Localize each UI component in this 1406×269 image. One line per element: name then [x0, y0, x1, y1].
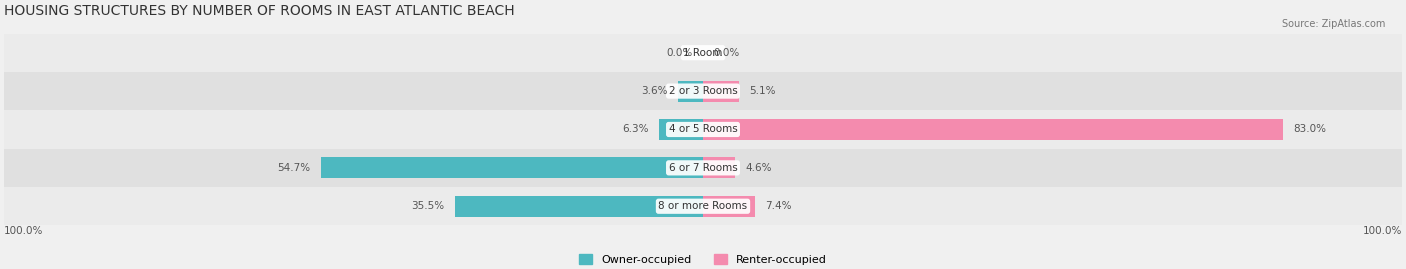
Bar — [659, 119, 703, 140]
Text: Source: ZipAtlas.com: Source: ZipAtlas.com — [1281, 19, 1385, 29]
Text: 4.6%: 4.6% — [745, 163, 772, 173]
Text: 7.4%: 7.4% — [765, 201, 792, 211]
Text: 35.5%: 35.5% — [412, 201, 444, 211]
Text: 6.3%: 6.3% — [621, 125, 648, 134]
Text: 4 or 5 Rooms: 4 or 5 Rooms — [669, 125, 737, 134]
Text: 8 or more Rooms: 8 or more Rooms — [658, 201, 748, 211]
Text: 0.0%: 0.0% — [666, 48, 693, 58]
Bar — [321, 157, 703, 178]
Text: 1 Room: 1 Room — [683, 48, 723, 58]
Bar — [678, 80, 703, 102]
Bar — [4, 149, 1402, 187]
Bar — [456, 196, 703, 217]
Text: 5.1%: 5.1% — [749, 86, 776, 96]
Bar — [703, 119, 1284, 140]
Text: 3.6%: 3.6% — [641, 86, 668, 96]
Text: 6 or 7 Rooms: 6 or 7 Rooms — [669, 163, 737, 173]
Text: 83.0%: 83.0% — [1294, 125, 1326, 134]
Bar — [4, 72, 1402, 110]
Text: 0.0%: 0.0% — [713, 48, 740, 58]
Bar — [4, 187, 1402, 225]
Text: 100.0%: 100.0% — [1362, 226, 1402, 236]
Text: 54.7%: 54.7% — [277, 163, 311, 173]
Bar — [4, 110, 1402, 149]
Legend: Owner-occupied, Renter-occupied: Owner-occupied, Renter-occupied — [579, 254, 827, 265]
Bar — [4, 34, 1402, 72]
Text: 2 or 3 Rooms: 2 or 3 Rooms — [669, 86, 737, 96]
Bar — [703, 196, 755, 217]
Text: 100.0%: 100.0% — [4, 226, 44, 236]
Text: HOUSING STRUCTURES BY NUMBER OF ROOMS IN EAST ATLANTIC BEACH: HOUSING STRUCTURES BY NUMBER OF ROOMS IN… — [4, 4, 515, 18]
Bar — [703, 80, 738, 102]
Bar — [703, 157, 735, 178]
